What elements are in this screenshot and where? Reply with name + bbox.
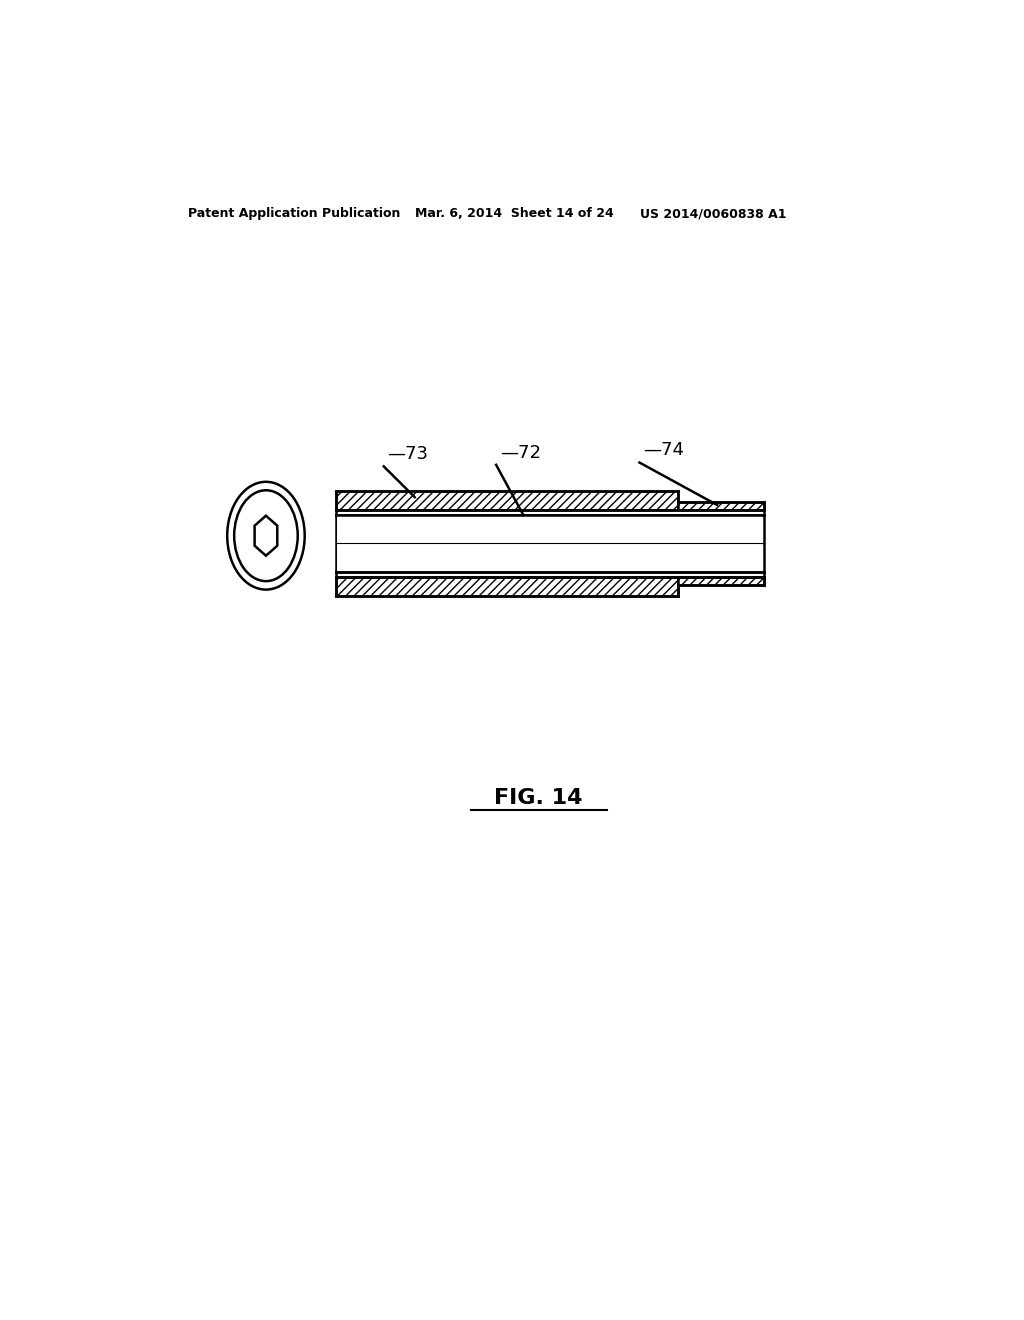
- Bar: [678, 577, 764, 585]
- Bar: [678, 502, 764, 510]
- Bar: [336, 577, 678, 595]
- Bar: [336, 491, 678, 510]
- Bar: [336, 515, 764, 572]
- Bar: [336, 510, 764, 515]
- Text: Mar. 6, 2014  Sheet 14 of 24: Mar. 6, 2014 Sheet 14 of 24: [415, 207, 613, 220]
- Text: —74: —74: [643, 441, 684, 459]
- Bar: [337, 516, 762, 570]
- Text: —72: —72: [500, 444, 541, 462]
- Text: US 2014/0060838 A1: US 2014/0060838 A1: [640, 207, 786, 220]
- Text: Patent Application Publication: Patent Application Publication: [188, 207, 400, 220]
- Text: —73: —73: [388, 445, 429, 463]
- Text: FIG. 14: FIG. 14: [495, 788, 583, 808]
